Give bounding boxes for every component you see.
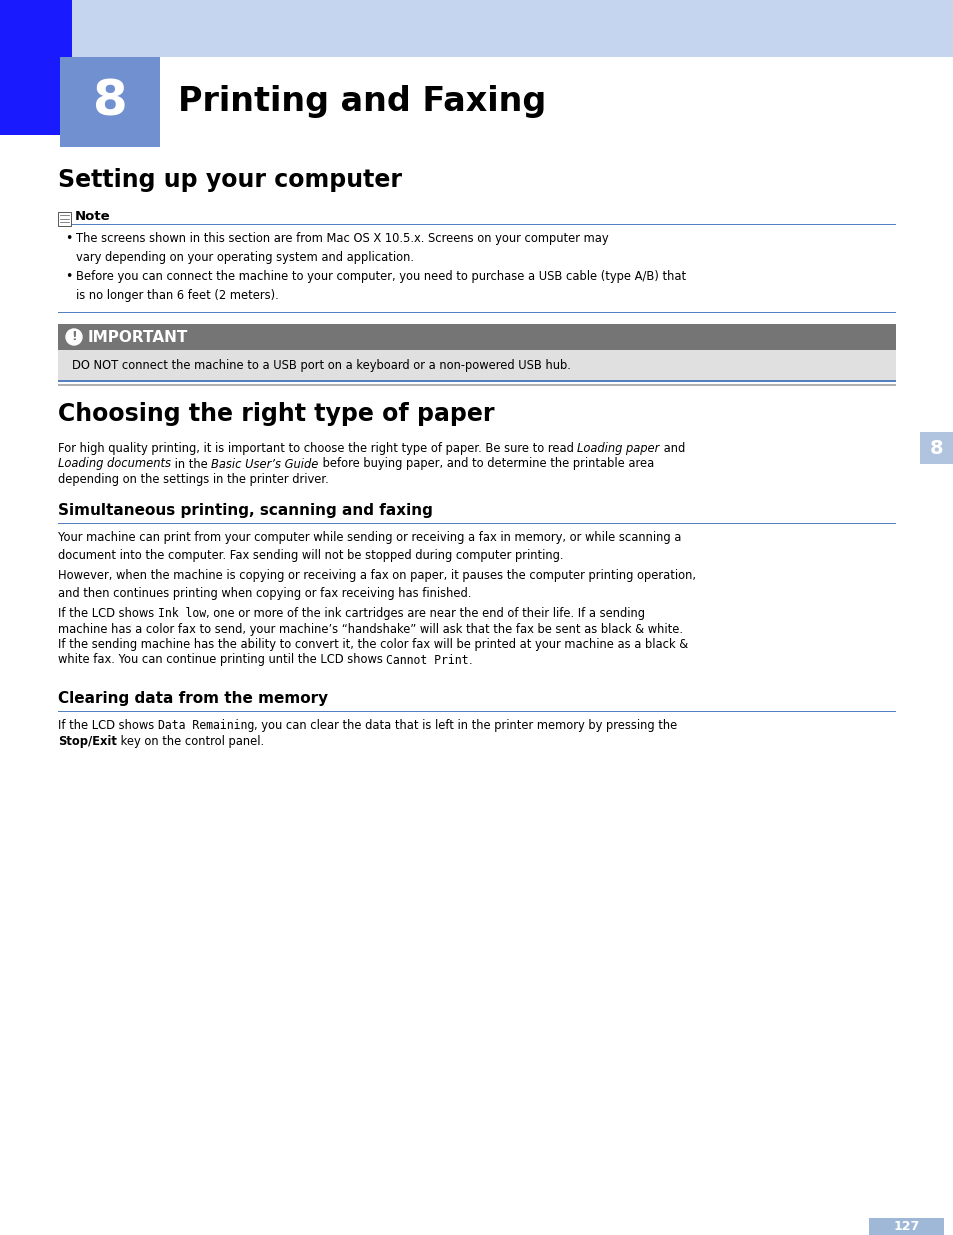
Text: Cannot Print: Cannot Print <box>386 653 469 667</box>
Text: 8: 8 <box>929 438 943 457</box>
Text: in the: in the <box>171 457 212 471</box>
Text: 8: 8 <box>92 78 128 126</box>
Text: •: • <box>65 270 72 283</box>
Text: The screens shown in this section are from Mac OS X 10.5.x. Screens on your comp: The screens shown in this section are fr… <box>76 232 608 263</box>
Text: !: ! <box>71 331 77 343</box>
Text: Before you can connect the machine to your computer, you need to purchase a USB : Before you can connect the machine to yo… <box>76 270 685 301</box>
Text: machine has a color fax to send, your machine’s “handshake” will ask that the fa: machine has a color fax to send, your ma… <box>58 622 682 636</box>
Text: , one or more of the ink cartridges are near the end of their life. If a sending: , one or more of the ink cartridges are … <box>206 606 644 620</box>
FancyBboxPatch shape <box>58 212 71 226</box>
Text: 127: 127 <box>892 1220 919 1234</box>
Text: Basic User’s Guide: Basic User’s Guide <box>212 457 318 471</box>
Text: Ink low: Ink low <box>157 606 206 620</box>
Text: Data Remaining: Data Remaining <box>157 719 253 732</box>
Text: If the sending machine has the ability to convert it, the color fax will be prin: If the sending machine has the ability t… <box>58 638 687 651</box>
Bar <box>60 57 160 147</box>
Text: .: . <box>469 653 472 667</box>
Text: •: • <box>65 232 72 245</box>
Text: However, when the machine is copying or receiving a fax on paper, it pauses the : However, when the machine is copying or … <box>58 569 696 600</box>
Circle shape <box>66 329 82 345</box>
Text: Printing and Faxing: Printing and Faxing <box>178 85 546 119</box>
Text: If the LCD shows: If the LCD shows <box>58 719 157 732</box>
Text: Loading paper: Loading paper <box>577 442 659 454</box>
Text: Your machine can print from your computer while sending or receiving a fax in me: Your machine can print from your compute… <box>58 531 680 562</box>
Text: Setting up your computer: Setting up your computer <box>58 168 401 191</box>
Text: Stop/Exit: Stop/Exit <box>58 735 117 747</box>
Text: DO NOT connect the machine to a USB port on a keyboard or a non-powered USB hub.: DO NOT connect the machine to a USB port… <box>71 358 570 372</box>
Text: Loading documents: Loading documents <box>58 457 171 471</box>
Text: Note: Note <box>75 210 111 222</box>
Bar <box>58 324 895 350</box>
Text: key on the control panel.: key on the control panel. <box>117 735 264 747</box>
Bar <box>0 0 953 57</box>
Text: IMPORTANT: IMPORTANT <box>88 330 188 345</box>
Text: Choosing the right type of paper: Choosing the right type of paper <box>58 403 494 426</box>
Bar <box>919 432 953 464</box>
Text: , you can clear the data that is left in the printer memory by pressing the: , you can clear the data that is left in… <box>253 719 677 732</box>
Bar <box>0 0 71 135</box>
Bar <box>58 350 895 380</box>
Text: Simultaneous printing, scanning and faxing: Simultaneous printing, scanning and faxi… <box>58 503 433 517</box>
Text: before buying paper, and to determine the printable area: before buying paper, and to determine th… <box>318 457 654 471</box>
Bar <box>868 1218 943 1235</box>
Bar <box>58 380 895 382</box>
Bar <box>58 384 895 385</box>
Text: If the LCD shows: If the LCD shows <box>58 606 157 620</box>
Text: and: and <box>659 442 684 454</box>
Text: depending on the settings in the printer driver.: depending on the settings in the printer… <box>58 473 329 487</box>
Text: Clearing data from the memory: Clearing data from the memory <box>58 692 328 706</box>
Text: white fax. You can continue printing until the LCD shows: white fax. You can continue printing unt… <box>58 653 386 667</box>
Text: For high quality printing, it is important to choose the right type of paper. Be: For high quality printing, it is importa… <box>58 442 577 454</box>
